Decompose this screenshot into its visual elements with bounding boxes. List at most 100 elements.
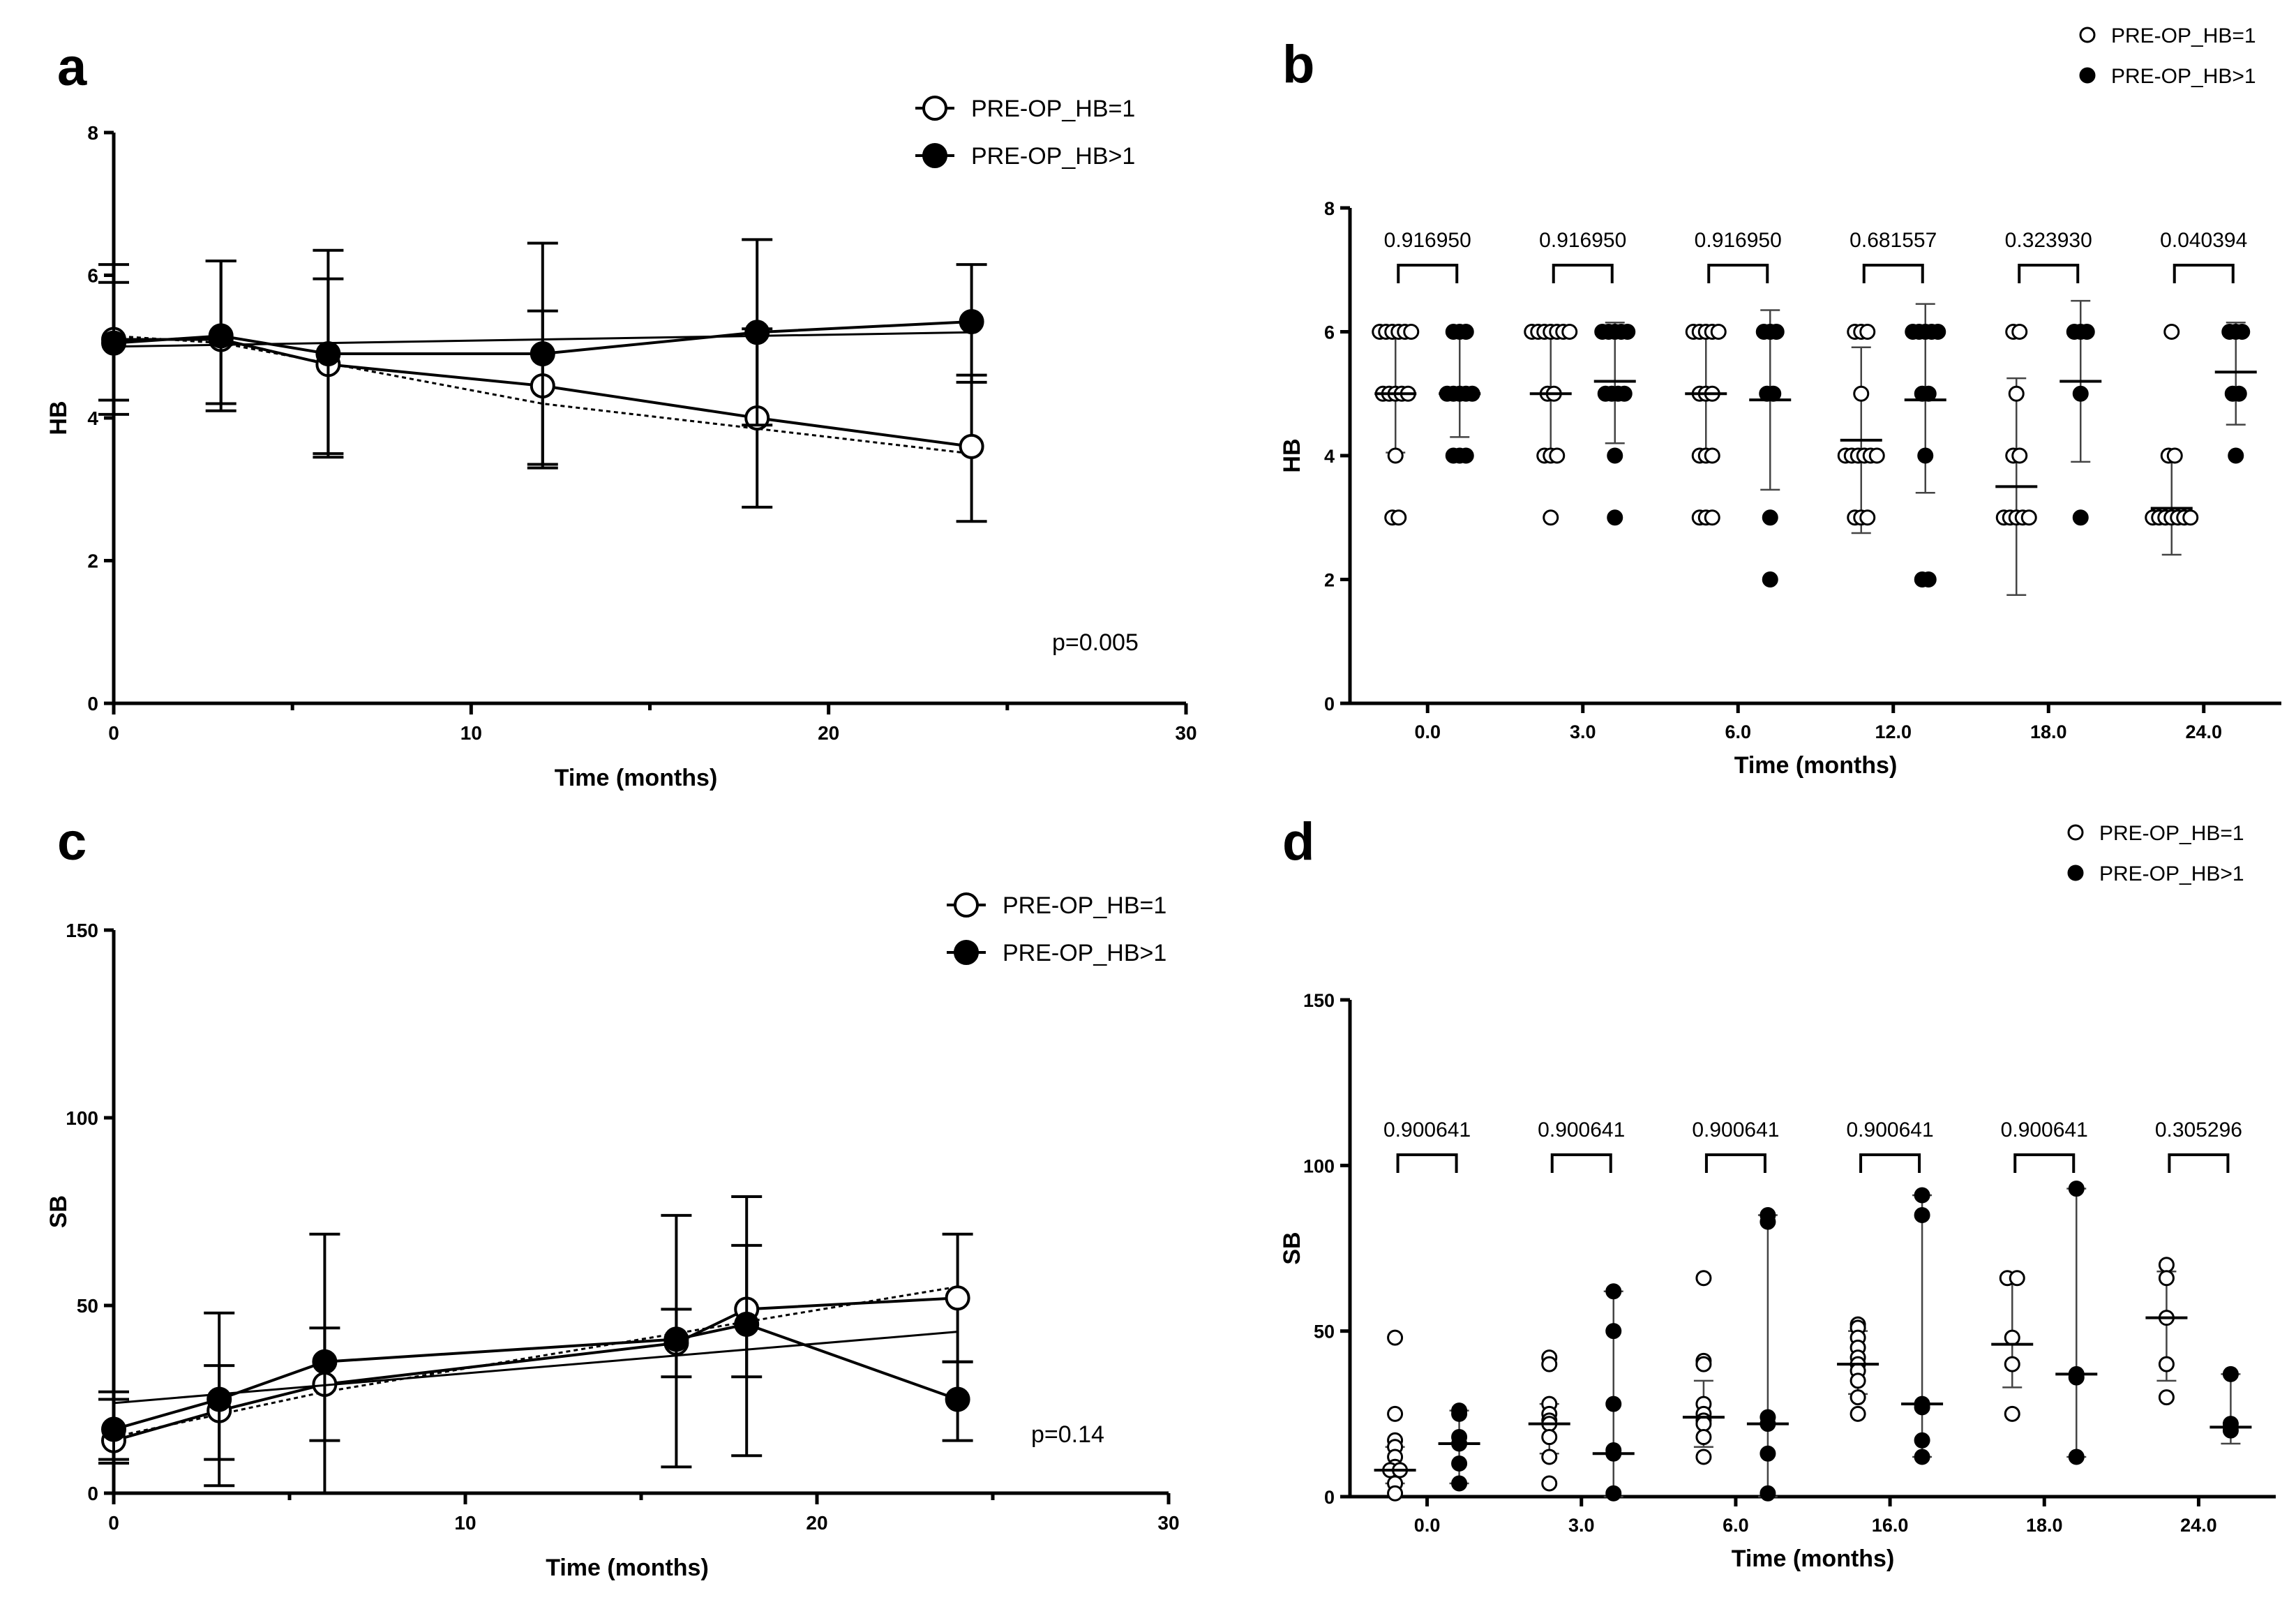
significance-bracket [1396,1153,1458,1173]
data-point [1457,447,1474,464]
legend-label: PRE-OP_HB>1 [2111,65,2256,88]
data-point [1759,1445,1776,1462]
data-point [2163,324,2180,340]
data-point [1695,1449,1712,1465]
data-point [1543,509,1559,526]
data-point [1917,447,1934,464]
legend-label: PRE-OP_HB>1 [2099,862,2244,885]
y-tick-label: 8 [87,122,98,144]
x-tick-label: 18.0 [2030,721,2067,742]
data-point [744,320,770,345]
data-point [663,1326,689,1352]
y-axis-title: SB [1279,1232,1305,1264]
data-point [208,323,234,349]
panel-d-scatter-chart: 0 50 100 150 0.0 0.900641 3.0 0.900641 6.0 0.9006… [1279,822,2276,1572]
data-point [1704,509,1720,526]
data-point [1914,1399,1930,1416]
data-point [2158,1257,2175,1273]
data-point [1868,447,1885,464]
data-point [1930,324,1946,340]
data-point [959,308,984,334]
legend-marker [2067,865,2084,881]
y-axis-title: HB [45,401,72,435]
significance-bracket [1550,1153,1612,1173]
legend-marker [2079,67,2096,84]
legend-marker [954,892,979,918]
data-point [1451,1475,1468,1492]
data-point [1605,1395,1622,1412]
significance-bracket [1397,264,1459,283]
y-tick-label: 8 [1324,198,1335,219]
series-pre-op-hb-1 [1372,324,2199,596]
data-point [1853,385,1870,402]
x-tick-label: 0.0 [1414,1515,1441,1536]
x-tick-label: 3.0 [1570,721,1596,742]
significance-bracket [2013,1153,2076,1173]
p-value-annotation: p=0.005 [1052,629,1139,656]
data-point [1695,1416,1712,1432]
data-point [1695,1429,1712,1446]
data-point [1607,509,1623,526]
y-tick-label: 50 [77,1295,98,1317]
x-tick-label: 20 [806,1512,827,1534]
data-point [1607,447,1623,464]
data-point [1605,1283,1622,1300]
panel-b-scatter-chart: 0 2 4 6 8 0.0 0.916950 3.0 0.916950 6.0 0.916950 12… [1279,24,2281,779]
data-point [1549,447,1566,464]
data-point [1616,385,1633,402]
p-value-label: 0.916950 [1695,229,1782,252]
x-tick-label: 24.0 [2180,1515,2217,1536]
x-tick-label: 18.0 [2026,1515,2063,1536]
data-point [2011,324,2028,340]
panel-letter-c: c [57,812,87,871]
data-point [1541,1449,1558,1465]
data-point [1849,1405,1866,1422]
p-value-annotation: p=0.14 [1031,1421,1104,1448]
series-pre-op-hb-gt1 [1438,1181,2252,1502]
data-point [1390,509,1407,526]
data-point [1859,324,1876,340]
data-point [2008,385,2025,402]
series-line [114,338,972,448]
data-point [1541,1356,1558,1372]
data-point [1759,1485,1776,1502]
legend-label: PRE-OP_HB>1 [971,143,1135,170]
data-point [2068,1181,2085,1197]
p-value-label: 0.900641 [1692,1118,1779,1142]
data-point [2072,509,2089,526]
series-line [113,1296,958,1442]
significance-bracket [1704,1153,1766,1173]
data-point [2182,509,2199,526]
p-value-label: 0.916950 [1539,229,1626,252]
data-point [734,1311,760,1337]
significance-bracket [2173,264,2235,283]
data-point [1541,1429,1558,1446]
significance-bracket [1552,264,1614,283]
data-point [2228,447,2244,464]
data-point [2222,1365,2239,1382]
x-axis-title: Time (months) [555,765,718,791]
y-tick-label: 0 [87,1483,98,1504]
data-point [2230,385,2247,402]
data-point [312,1349,338,1375]
data-point [530,340,555,366]
x-tick-label: 6.0 [1723,1515,1749,1536]
y-tick-label: 6 [1324,322,1335,343]
y-tick-label: 4 [87,407,98,429]
series-line [113,1322,959,1431]
data-point [959,433,984,459]
p-value-label: 0.040394 [2160,229,2247,252]
data-point [1387,1405,1404,1422]
data-point [945,1386,970,1412]
data-point [1914,1449,1930,1465]
data-point [1759,1213,1776,1230]
x-tick-label: 12.0 [1875,721,1912,742]
legend-marker [922,143,947,168]
x-tick-label: 16.0 [1872,1515,1909,1536]
data-point [2004,1329,2020,1346]
x-axis-title: Time (months) [1732,1546,1895,1572]
data-point [2011,447,2028,464]
data-point [2020,509,2037,526]
p-value-label: 0.681557 [1849,229,1937,252]
y-tick-label: 0 [1324,1487,1335,1508]
